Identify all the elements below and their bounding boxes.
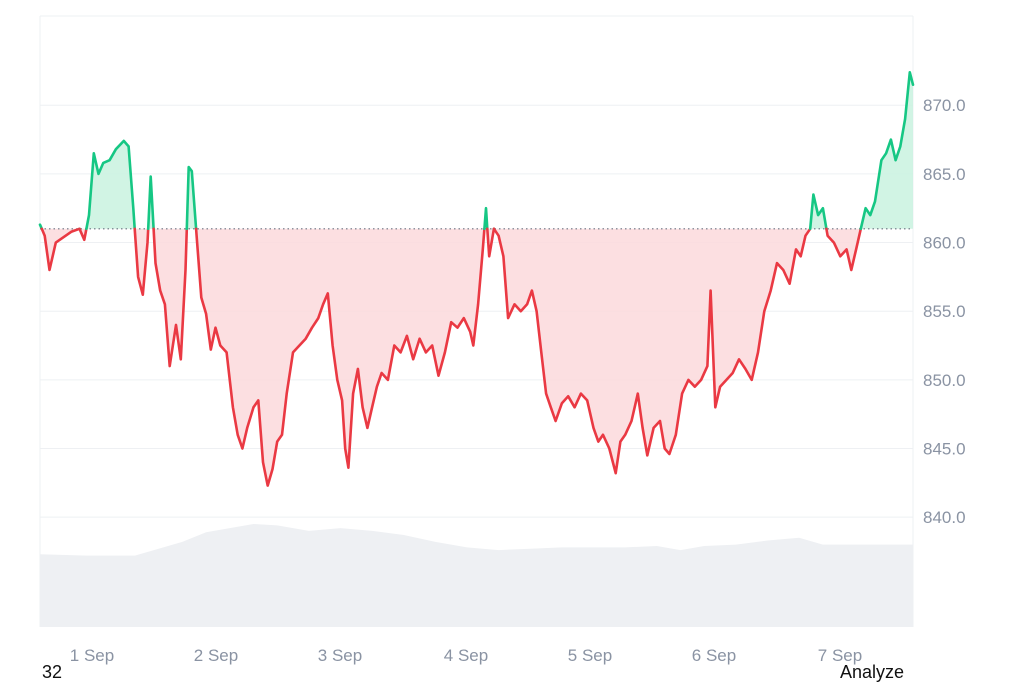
x-tick-label: 1 Sep	[70, 646, 114, 665]
down-fill-segment	[493, 228, 811, 474]
up-price-line	[146, 175, 155, 231]
up-price-line	[85, 139, 136, 231]
x-tick-label: 2 Sep	[194, 646, 238, 665]
x-tick-label: 5 Sep	[568, 646, 612, 665]
down-price-line	[492, 227, 812, 475]
down-price-line	[194, 227, 486, 487]
x-axis-ticks: 1 Sep 2 Sep 3 Sep 4 Sep 5 Sep 6 Sep 7 Sep	[70, 646, 862, 665]
y-tick-label: 845.0	[923, 440, 966, 459]
up-price-line	[859, 71, 915, 231]
y-tick-label: 840.0	[923, 508, 966, 527]
down-price-line	[152, 227, 189, 368]
price-lines	[38, 71, 915, 487]
down-fill-segment	[134, 228, 149, 295]
up-price-line	[483, 206, 489, 231]
volume-area-shape	[40, 524, 913, 627]
down-price-line	[40, 227, 81, 272]
down-price-line	[133, 227, 150, 296]
analyze-link[interactable]: Analyze	[839, 662, 904, 682]
y-tick-label: 865.0	[923, 165, 966, 184]
up-price-line	[808, 193, 828, 231]
down-price-line	[78, 227, 88, 242]
up-price-line	[185, 165, 198, 231]
x-tick-label: 4 Sep	[444, 646, 488, 665]
up-fill-segment	[860, 72, 913, 229]
up-fill-segment	[86, 140, 135, 229]
y-tick-label: 855.0	[923, 302, 966, 321]
x-tick-label: 7 Sep	[818, 646, 862, 665]
volume-area	[40, 524, 913, 627]
y-tick-label: 870.0	[923, 96, 966, 115]
y-axis-ticks: 840.0 845.0 850.0 855.0 860.0 865.0 870.0	[923, 96, 966, 527]
down-fill-segment	[153, 228, 187, 367]
y-tick-label: 850.0	[923, 371, 966, 390]
footer-left-text: 32	[42, 662, 63, 682]
price-fills	[40, 72, 913, 486]
y-tick-label: 860.0	[923, 234, 966, 253]
down-fill-segment	[196, 228, 485, 486]
down-price-line	[825, 227, 863, 272]
x-tick-label: 3 Sep	[318, 646, 362, 665]
x-tick-label: 6 Sep	[692, 646, 736, 665]
down-fill-segment	[826, 228, 861, 270]
down-price-line	[486, 227, 496, 258]
